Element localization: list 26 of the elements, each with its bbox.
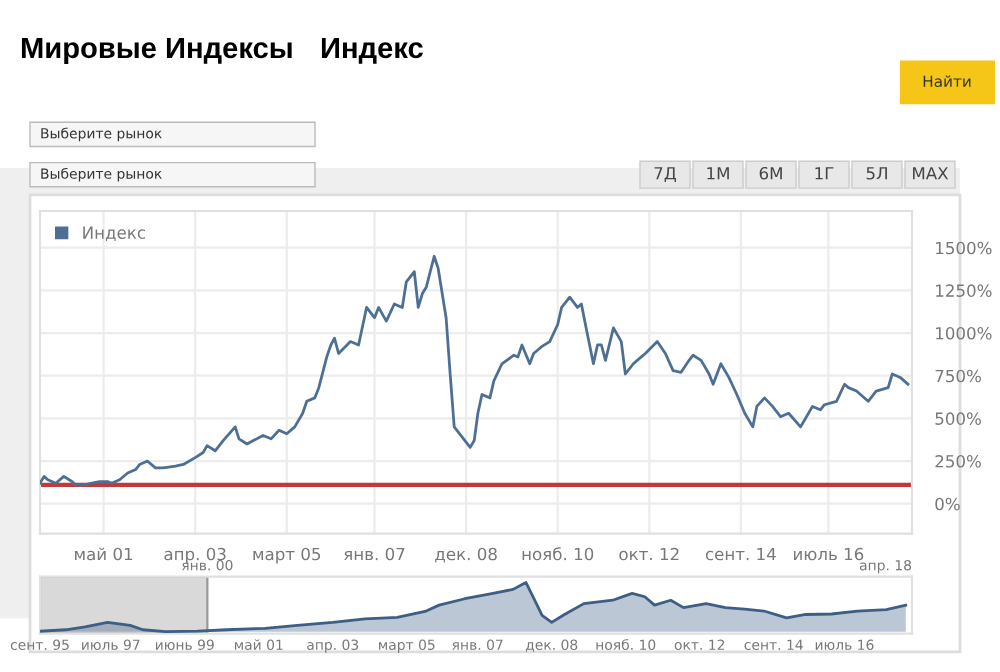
y-tick-label: 0% [935,497,960,511]
y-tick-label: 1000% [936,327,992,340]
y-tick-label: 500% [935,412,981,425]
x-tick-label: нояб. 10 [522,547,594,561]
line-series [40,254,910,487]
text: 1М [707,167,729,180]
x-tick-label: янв. 07 [344,547,405,561]
x-tick-label: окт. 12 [619,547,679,561]
text: 5Л [866,167,887,180]
text: MAX [913,167,949,180]
x-tick-label: сент. 14 [705,547,776,561]
x-tick-label: май 01 [75,547,133,561]
y-tick-label: 750% [935,369,981,383]
text: 7Д [654,167,676,182]
y-tick-label: 1500% [936,241,992,255]
y-tick-label: 1250% [936,284,992,297]
y-tick-label: 250% [935,455,981,468]
chart-subtitle: Индекс [321,37,423,64]
x-tick-label: март 05 [253,547,321,564]
x-tick-label: апр. 03 [164,547,226,564]
x-tick-label: июль 16 [793,547,864,561]
x-tick-label: дек. 08 [435,547,497,563]
text: 1Г [815,167,834,180]
legend-label: Индекс [83,226,146,241]
text: 6М [759,166,782,180]
chart-title: Мировые Индексы [21,37,292,64]
